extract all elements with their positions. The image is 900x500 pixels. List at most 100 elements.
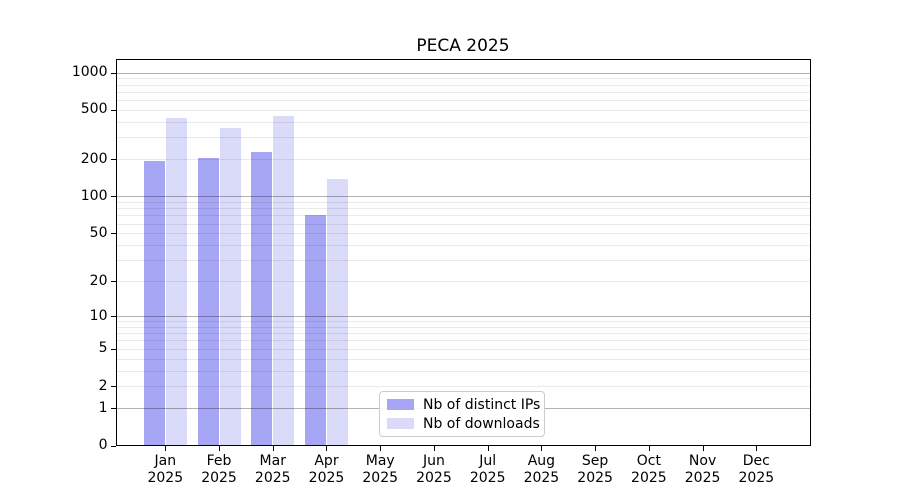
- bar-nb-of-downloads-jan: [165, 117, 187, 446]
- bar-nb-of-downloads-apr: [326, 179, 348, 446]
- x-tick-month: Aug: [527, 452, 556, 469]
- x-tick-label-dec: Dec 2025: [724, 453, 788, 487]
- gridline-minor-6: [115, 340, 811, 342]
- x-tick-mark-feb: [219, 446, 221, 451]
- gridline-major-1000: [115, 72, 811, 74]
- y-tick-label-5: 5: [98, 340, 108, 357]
- x-tick-month: Nov: [688, 452, 717, 469]
- x-tick-label-sep: Sep 2025: [563, 453, 627, 487]
- gridline-minor-90: [115, 201, 811, 203]
- bar-nb-of-downloads-feb: [219, 128, 241, 446]
- y-tick-mark-200: [110, 159, 116, 161]
- legend-label-distinct-ips: Nb of distinct IPs: [423, 396, 541, 413]
- x-tick-mark-may: [380, 446, 382, 451]
- x-tick-label-oct: Oct 2025: [617, 453, 681, 487]
- bar-nb-of-distinct-ips-mar: [251, 152, 273, 446]
- legend: Nb of distinct IPs Nb of downloads: [379, 391, 545, 437]
- gridline-minor-40: [115, 245, 811, 246]
- x-tick-year: 2025: [523, 469, 560, 486]
- x-tick-label-jul: Jul 2025: [456, 453, 520, 487]
- y-tick-mark-1000: [110, 72, 116, 74]
- gridline-minor-9: [115, 321, 811, 323]
- x-tick-month: Sep: [581, 452, 609, 469]
- bar-nb-of-distinct-ips-jan: [143, 161, 165, 446]
- x-tick-year: 2025: [147, 469, 184, 486]
- x-tick-label-nov: Nov 2025: [671, 453, 735, 487]
- y-tick-mark-10: [110, 316, 116, 318]
- y-tick-mark-50: [110, 233, 116, 235]
- x-tick-label-may: May 2025: [348, 453, 412, 487]
- bar-nb-of-downloads-mar: [273, 116, 295, 446]
- x-tick-mark-apr: [326, 446, 328, 451]
- x-tick-year: 2025: [308, 469, 345, 486]
- x-tick-month: Jun: [423, 452, 445, 469]
- x-tick-year: 2025: [684, 469, 721, 486]
- legend-label-downloads: Nb of downloads: [423, 415, 540, 432]
- y-tick-label-1000: 1000: [71, 64, 108, 80]
- gridline-minor-60: [115, 223, 811, 225]
- gridline-minor-4: [115, 358, 811, 360]
- x-tick-year: 2025: [362, 469, 399, 486]
- x-tick-year: 2025: [577, 469, 613, 486]
- y-tick-label-1: 1: [98, 399, 108, 416]
- y-tick-mark-500: [110, 109, 116, 111]
- gridline-minor-800: [115, 84, 811, 86]
- x-tick-year: 2025: [469, 469, 506, 486]
- x-tick-month: May: [365, 452, 395, 469]
- x-tick-label-mar: Mar 2025: [241, 453, 305, 487]
- y-tick-label-2: 2: [98, 377, 108, 394]
- x-tick-mark-jul: [487, 446, 489, 451]
- legend-swatch-downloads: [387, 418, 414, 429]
- gridline-minor-700: [115, 91, 811, 93]
- x-tick-year: 2025: [738, 469, 775, 486]
- bar-nb-of-distinct-ips-apr: [304, 215, 326, 446]
- x-tick-mark-dec: [756, 446, 758, 451]
- x-tick-label-jun: Jun 2025: [402, 453, 466, 487]
- y-tick-label-50: 50: [89, 224, 108, 241]
- x-tick-year: 2025: [254, 469, 291, 486]
- gridline-major-100: [115, 196, 811, 198]
- gridline-minor-80: [115, 208, 811, 210]
- chart-title: PECA 2025: [416, 36, 510, 56]
- y-tick-label-200: 200: [80, 150, 108, 167]
- gridline-minor-70: [115, 215, 811, 217]
- x-tick-month: Mar: [259, 452, 286, 469]
- gridline-minor-300: [115, 137, 811, 139]
- gridline-minor-8: [115, 326, 811, 328]
- gridline-minor-5: [115, 348, 811, 350]
- gridline-minor-900: [115, 78, 811, 80]
- x-tick-label-feb: Feb 2025: [187, 453, 251, 487]
- y-tick-mark-20: [110, 281, 116, 283]
- gridline-minor-400: [115, 121, 811, 123]
- x-tick-mark-nov: [702, 446, 704, 451]
- x-tick-year: 2025: [201, 469, 237, 486]
- gridline-minor-3: [115, 370, 811, 372]
- x-tick-mark-sep: [595, 446, 597, 451]
- gridline-minor-200: [115, 159, 811, 161]
- x-tick-label-jan: Jan 2025: [133, 453, 197, 487]
- x-tick-month: Jan: [154, 452, 177, 469]
- x-tick-year: 2025: [416, 469, 452, 486]
- legend-swatch-distinct-ips: [387, 399, 414, 410]
- x-tick-month: Feb: [206, 452, 232, 469]
- gridline-minor-7: [115, 333, 811, 335]
- x-tick-year: 2025: [631, 469, 667, 486]
- bar-nb-of-distinct-ips-feb: [197, 158, 219, 446]
- legend-entry-distinct-ips: Nb of distinct IPs: [387, 397, 544, 413]
- x-tick-month: Apr: [314, 452, 339, 469]
- x-tick-mark-jun: [433, 446, 435, 451]
- x-tick-label-aug: Aug 2025: [509, 453, 573, 487]
- x-tick-mark-jan: [165, 446, 167, 451]
- legend-entry-downloads: Nb of downloads: [387, 416, 544, 432]
- gridline-major-10: [115, 316, 811, 318]
- x-tick-mark-oct: [648, 446, 650, 451]
- x-tick-mark-mar: [272, 446, 274, 451]
- x-tick-month: Oct: [636, 452, 661, 469]
- x-tick-month: Jul: [479, 452, 497, 469]
- gridline-minor-50: [115, 233, 811, 235]
- y-tick-mark-100: [110, 196, 116, 198]
- gridline-minor-600: [115, 100, 811, 102]
- y-tick-label-20: 20: [89, 272, 108, 289]
- y-tick-label-0: 0: [98, 437, 108, 453]
